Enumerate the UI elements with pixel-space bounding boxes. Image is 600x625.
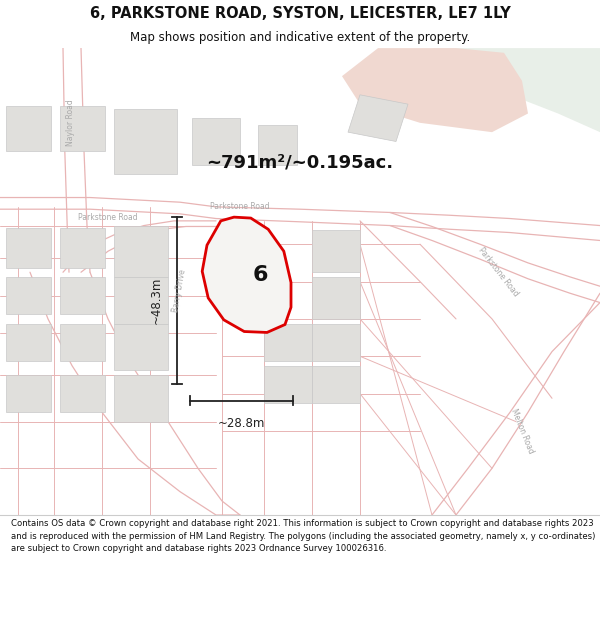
Polygon shape [432,48,600,132]
Bar [6,324,51,361]
Bar [312,366,360,403]
Bar [60,324,105,361]
Bar [6,228,51,268]
Bar [114,226,168,277]
Bar [258,125,297,165]
Bar [114,109,177,174]
Bar [192,118,240,165]
Bar [60,277,105,314]
Polygon shape [348,95,408,141]
Polygon shape [202,217,291,332]
Text: ~48.3m: ~48.3m [149,277,163,324]
Bar [264,366,312,403]
Bar [264,324,312,361]
Text: Parkstone Road: Parkstone Road [210,202,270,211]
Bar [114,277,168,324]
Bar [312,230,360,272]
Bar [60,228,105,268]
Bar [6,375,51,413]
Bar [6,106,51,151]
Polygon shape [342,48,528,132]
Text: 6, PARKSTONE ROAD, SYSTON, LEICESTER, LE7 1LY: 6, PARKSTONE ROAD, SYSTON, LEICESTER, LE… [89,6,511,21]
Bar [60,106,105,151]
Text: 6: 6 [253,265,268,285]
Bar [6,277,51,314]
Bar [60,375,105,413]
Text: Map shows position and indicative extent of the property.: Map shows position and indicative extent… [130,31,470,44]
Bar [312,277,360,319]
Bar [114,375,168,422]
Bar [312,324,360,361]
Text: Naylor Road: Naylor Road [66,99,76,146]
Bar [114,324,168,370]
Text: ~28.8m: ~28.8m [218,416,265,429]
Text: Parkstone Road: Parkstone Road [78,213,137,222]
Text: Parkstone Road: Parkstone Road [476,246,520,299]
Text: Melton Road: Melton Road [509,407,535,455]
Text: Barry Drive: Barry Drive [171,269,187,313]
Text: Contains OS data © Crown copyright and database right 2021. This information is : Contains OS data © Crown copyright and d… [11,519,595,552]
Text: ~791m²/~0.195ac.: ~791m²/~0.195ac. [206,154,394,171]
